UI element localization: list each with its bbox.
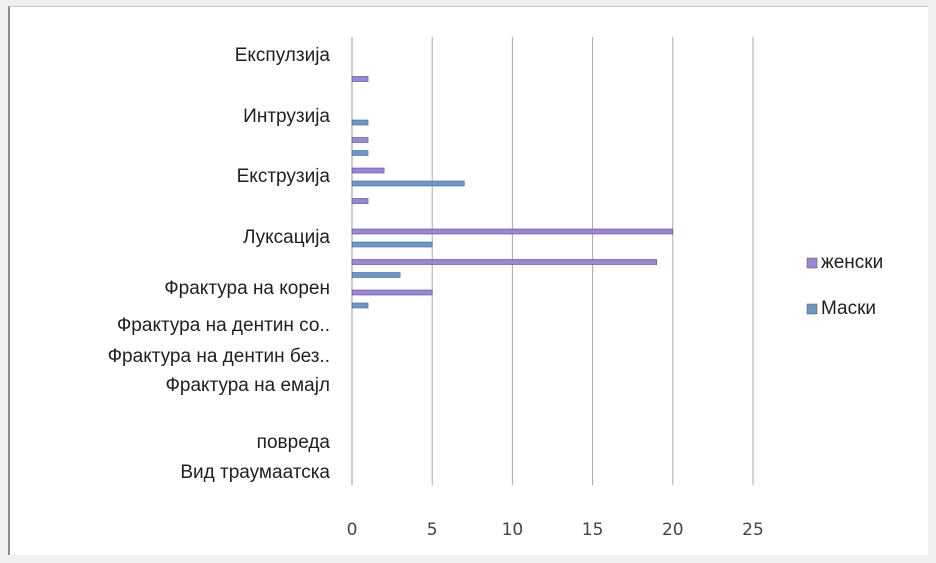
x-tick-label: 20: [662, 520, 684, 540]
category-label: Фрактура на емајл: [165, 375, 330, 396]
bar-zhenski-0: [351, 76, 369, 82]
bar-zhenski-2: [351, 137, 369, 143]
category-label: Фрактура на дентин без..: [108, 346, 330, 367]
category-label: повреда: [257, 432, 331, 453]
chart-frame: Експулзија Интрузија Екструзија Луксација Фр…: [8, 6, 928, 555]
category-label: Луксација: [243, 227, 330, 248]
x-tick-label: 15: [582, 520, 604, 540]
category-label: Фрактура на дентин со..: [117, 315, 330, 336]
x-tick-labels: 0 5 10 15 20 25: [347, 520, 764, 540]
x-tick-label: 5: [427, 520, 438, 540]
category-label: Екструзија: [237, 166, 331, 187]
bar-zhenski-4: [351, 198, 369, 204]
bar-zhenski-5: [351, 228, 674, 235]
x-tick-label: 0: [347, 520, 358, 540]
x-tick-label: 10: [502, 520, 524, 540]
legend-label-zhenski: женски: [821, 252, 883, 273]
x-tick-label: 25: [742, 520, 764, 540]
bar-zhenski-3: [351, 167, 385, 174]
bar-maski-6: [351, 272, 401, 278]
legend: женски Маски: [806, 252, 883, 319]
category-label: Фрактура на корен: [164, 278, 330, 299]
bar-maski-3: [351, 180, 465, 187]
legend-swatch-maski: [806, 303, 818, 315]
bar-zhenski-7: [351, 289, 433, 296]
bar-maski-1: [351, 119, 369, 126]
bar-maski-2: [351, 150, 369, 156]
category-label: Експулзија: [235, 45, 331, 66]
category-label: Вид траумаатска: [180, 462, 330, 483]
bars: [351, 76, 674, 309]
category-label: Интрузија: [243, 106, 330, 127]
legend-swatch-zhenski: [806, 257, 818, 269]
bar-maski-5: [351, 241, 433, 248]
category-labels: Експулзија Интрузија Екструзија Луксација Фр…: [108, 45, 331, 483]
bar-chart: Експулзија Интрузија Екструзија Луксација Фр…: [108, 37, 883, 540]
legend-label-maski: Маски: [821, 298, 876, 319]
bar-maski-7: [351, 302, 369, 309]
bar-zhenski-6: [351, 259, 658, 265]
